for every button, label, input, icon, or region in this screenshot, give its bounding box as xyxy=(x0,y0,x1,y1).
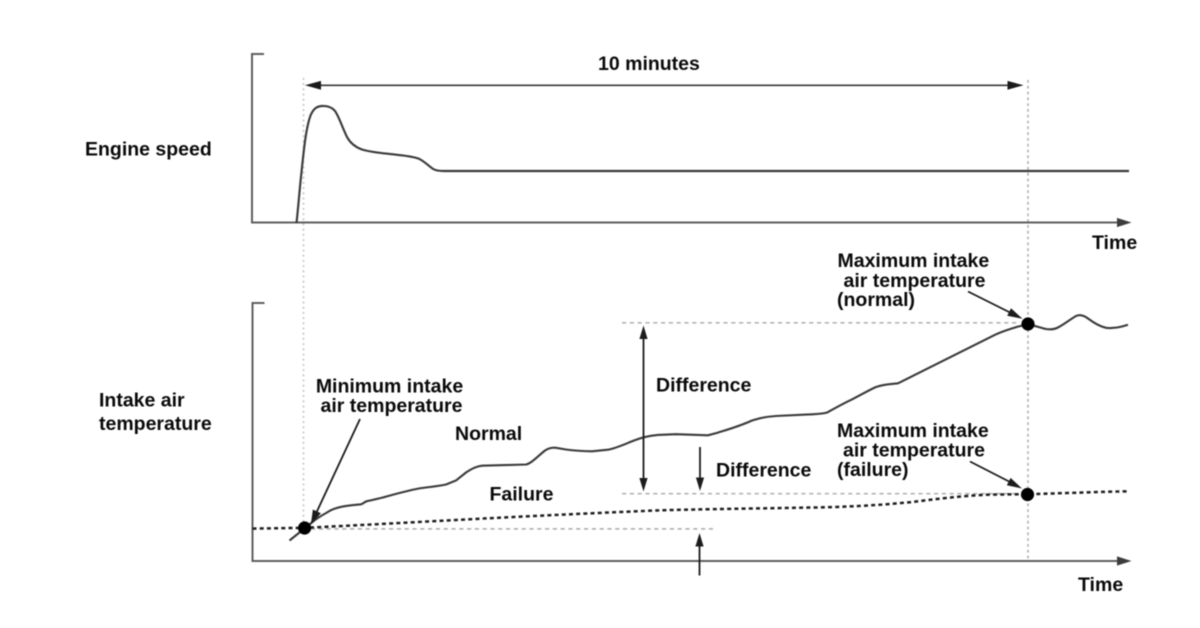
svg-text:Failure: Failure xyxy=(490,484,554,506)
svg-text:Time: Time xyxy=(1092,232,1137,254)
svg-text:Difference: Difference xyxy=(656,375,752,397)
svg-text:Normal: Normal xyxy=(455,423,522,445)
svg-text:10 minutes: 10 minutes xyxy=(598,53,700,75)
svg-text:Time: Time xyxy=(1078,574,1123,596)
svg-text:air temperature: air temperature xyxy=(844,270,986,292)
svg-text:air temperature: air temperature xyxy=(843,440,985,462)
svg-text:Difference: Difference xyxy=(716,460,812,482)
svg-text:Intake air: Intake air xyxy=(99,390,185,412)
svg-text:Maximum intake: Maximum intake xyxy=(838,250,990,272)
svg-text:temperature: temperature xyxy=(99,413,212,435)
svg-text:(normal): (normal) xyxy=(837,289,915,311)
svg-text:air temperature: air temperature xyxy=(321,395,463,417)
svg-text:(failure): (failure) xyxy=(837,459,909,481)
svg-text:Engine speed: Engine speed xyxy=(85,139,212,161)
svg-text:Minimum intake: Minimum intake xyxy=(316,376,464,398)
svg-text:Maximum intake: Maximum intake xyxy=(837,420,989,442)
